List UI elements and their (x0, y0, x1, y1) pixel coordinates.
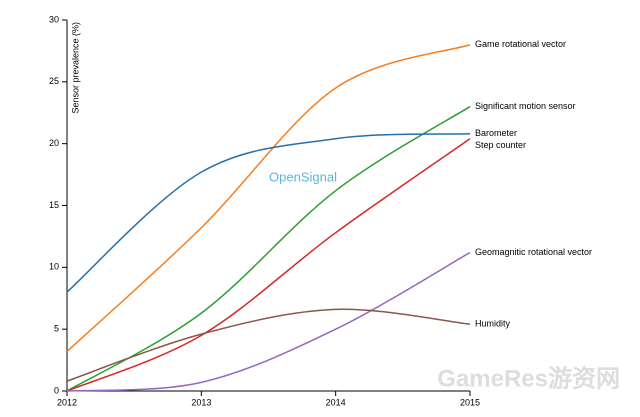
x-tick-label: 2014 (326, 397, 346, 407)
y-tick-label: 10 (49, 262, 59, 272)
x-tick-label: 2015 (460, 397, 480, 407)
y-tick-label: 20 (49, 138, 59, 148)
y-tick-label: 30 (49, 14, 59, 24)
series-label: Humidity (475, 319, 511, 329)
y-tick-label: 15 (49, 200, 59, 210)
y-tick-label: 25 (49, 76, 59, 86)
series-label: Geomagnitic rotational vector (475, 247, 592, 257)
series-label: Barometer (475, 128, 517, 138)
series-label: Significant motion sensor (475, 101, 576, 111)
y-tick-label: 0 (54, 385, 59, 395)
annotation: OpenSignal (269, 169, 337, 184)
x-tick-label: 2012 (57, 397, 77, 407)
series-label: Step counter (475, 140, 526, 150)
series-label: Game rotational vector (475, 39, 566, 49)
x-tick-label: 2013 (191, 397, 211, 407)
series-line (66, 44, 471, 352)
series-line (66, 251, 471, 392)
y-tick-label: 5 (54, 324, 59, 334)
y-axis-label: Sensor prevalence (%) (70, 22, 80, 114)
series-line (66, 133, 471, 293)
series-line (66, 138, 471, 392)
series-line (66, 105, 471, 392)
series-line (66, 308, 471, 382)
watermark: GameRes游资网 (437, 364, 620, 392)
